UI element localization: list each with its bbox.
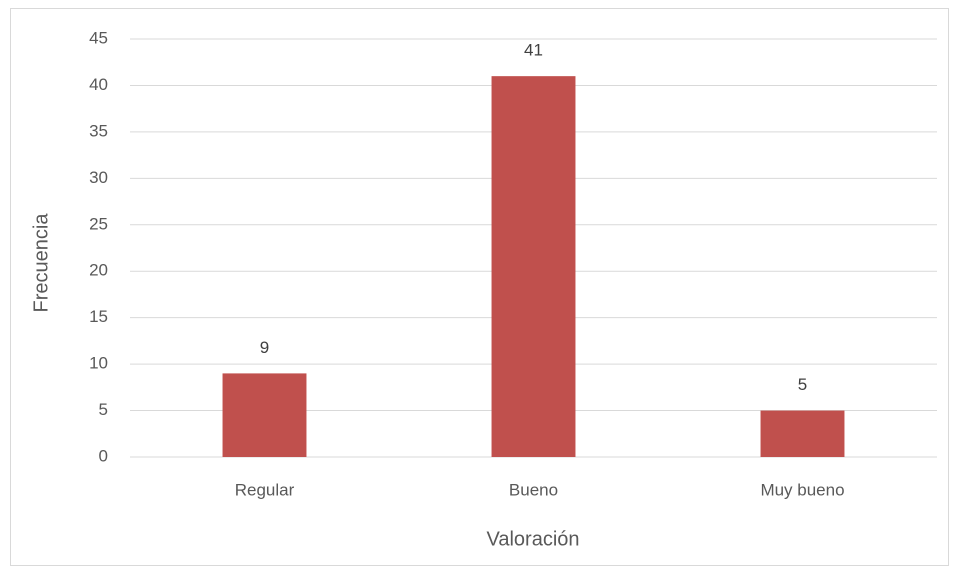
x-axis-title: Valoración	[486, 528, 579, 550]
chart-border	[10, 8, 949, 566]
bar	[222, 373, 307, 457]
y-tick-label: 15	[89, 307, 108, 326]
y-tick-label: 0	[99, 446, 108, 465]
y-tick-label: 35	[89, 121, 108, 140]
y-axis-title: Frecuencia	[30, 213, 52, 313]
data-label: 41	[524, 41, 543, 60]
y-tick-label: 40	[89, 75, 108, 94]
bar	[491, 76, 576, 458]
data-label: 5	[798, 375, 807, 394]
y-tick-label: 20	[89, 261, 108, 280]
y-tick-label: 5	[99, 400, 108, 419]
y-tick-label: 30	[89, 168, 108, 187]
y-tick-label: 45	[89, 28, 108, 47]
y-tick-label: 10	[89, 354, 108, 373]
data-label: 9	[260, 338, 269, 357]
bar	[760, 410, 845, 457]
x-tick-label: Muy bueno	[760, 480, 844, 499]
x-tick-label: Regular	[235, 480, 295, 499]
y-tick-label: 25	[89, 214, 108, 233]
x-tick-label: Bueno	[509, 480, 558, 499]
